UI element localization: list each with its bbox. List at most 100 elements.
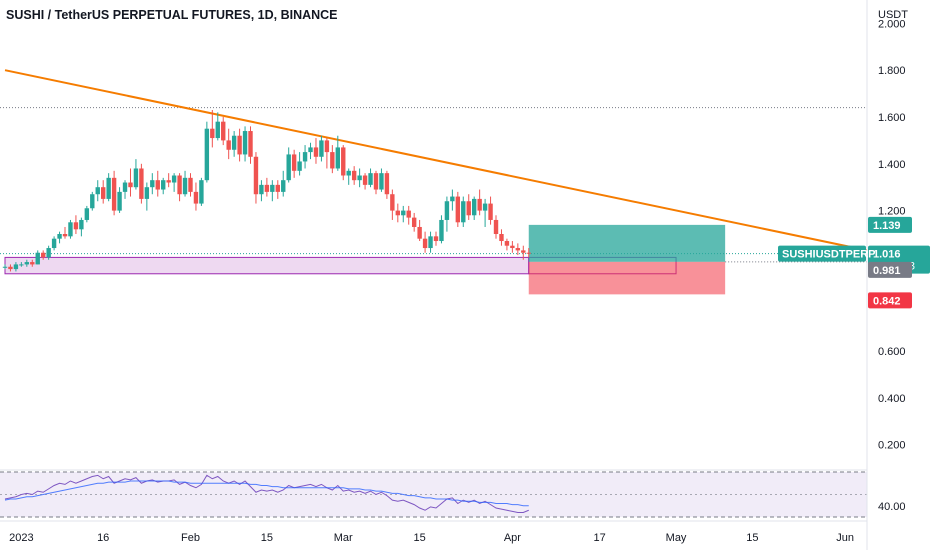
candle-body: [270, 184, 275, 192]
candle-body: [210, 128, 215, 139]
candle-body: [95, 187, 100, 195]
candle-body: [510, 245, 515, 249]
candle-body: [101, 187, 106, 199]
candle-body: [62, 234, 68, 237]
price-tick-label: 0.200: [878, 440, 906, 452]
candle-body: [237, 135, 242, 155]
candle-body: [90, 194, 95, 209]
candle-body: [128, 182, 133, 188]
candle-body: [84, 208, 90, 220]
candle-body: [477, 198, 482, 211]
entry-price-label-bg: [868, 261, 912, 278]
candle-body: [221, 121, 226, 141]
candle-body: [171, 175, 177, 183]
time-tick-label: 15: [414, 532, 426, 544]
candle-body: [368, 173, 373, 185]
candle-body: [335, 147, 340, 169]
price-tick-label: 1.600: [878, 112, 906, 124]
candle-body: [30, 262, 35, 265]
candle-body: [406, 210, 411, 218]
candle-body: [417, 226, 422, 239]
rsi-line: [4, 474, 529, 513]
candle-body: [19, 264, 24, 266]
candle-body: [297, 161, 302, 171]
last-price-label: 1.016: [873, 249, 901, 261]
candle-body: [422, 238, 428, 249]
symbol-label: SUSHIUSDTPERP: [782, 249, 876, 261]
candle-body: [204, 128, 210, 181]
candle-body: [166, 180, 171, 183]
candle-body: [521, 250, 526, 253]
support-zone[interactable]: [4, 256, 530, 275]
candle-body: [139, 168, 144, 199]
candle-body: [133, 168, 139, 188]
price-tick-label: 2.000: [878, 18, 906, 30]
candle-body: [302, 152, 308, 162]
candle-body: [68, 222, 73, 237]
rsi-band: [0, 472, 867, 517]
candle-body: [330, 152, 335, 169]
candle-body: [493, 219, 499, 234]
price-tick-label: 1.800: [878, 65, 906, 77]
chart-title: SUSHI / TetherUS PERPETUAL FUTURES, 1D, …: [6, 8, 338, 22]
candle-body: [231, 135, 237, 150]
candle-body: [73, 222, 79, 230]
candle-body: [193, 191, 199, 204]
descending-trendline[interactable]: [4, 69, 868, 252]
target-price-label: 1.139: [873, 220, 901, 232]
candle-body: [291, 154, 297, 171]
candle-body: [411, 217, 417, 227]
candle-body: [390, 194, 395, 211]
long-position-stop-zone[interactable]: [528, 261, 726, 295]
candle-body: [111, 177, 117, 211]
candle-body: [40, 252, 46, 258]
candle-body: [504, 241, 510, 246]
candle-body: [215, 121, 220, 139]
candle-body: [242, 131, 248, 155]
candle-body: [117, 191, 122, 211]
time-tick-label: 17: [594, 532, 606, 544]
candle-body: [439, 219, 444, 242]
stop-price-label-bg: [868, 292, 912, 309]
candle-body: [461, 201, 466, 223]
candle-body: [450, 196, 455, 202]
candle-body: [46, 248, 51, 258]
long-position-target-zone[interactable]: [528, 224, 726, 262]
candle-body: [13, 264, 19, 270]
candle-body: [161, 180, 166, 190]
candle-body: [515, 248, 521, 251]
candle-body: [346, 170, 351, 176]
candle-body: [155, 180, 160, 190]
candle-body: [79, 219, 84, 230]
candle-body: [466, 201, 471, 216]
candle-body: [319, 140, 324, 157]
price-axis-currency: USDT: [878, 9, 908, 21]
time-tick-label: Jun: [836, 532, 854, 544]
candle-body: [341, 147, 346, 176]
candle-body: [275, 184, 280, 192]
candle-body: [401, 210, 406, 216]
candle-body: [433, 236, 439, 242]
candle-body: [482, 203, 488, 211]
candle-body: [379, 173, 384, 190]
candle-body: [526, 252, 531, 254]
candle-body: [384, 173, 390, 195]
time-tick-label: Apr: [504, 532, 521, 544]
candle-body: [2, 266, 8, 268]
candle-body: [428, 236, 433, 249]
candle-body: [8, 266, 13, 270]
candle-body: [253, 156, 259, 195]
candle-body: [24, 262, 30, 265]
candle-body: [226, 140, 231, 150]
time-tick-label: 2023: [9, 532, 33, 544]
target-price-label-bg: [868, 216, 912, 233]
candle-body: [57, 234, 62, 239]
candle-body: [248, 131, 253, 157]
stop-price-label: 0.842: [873, 295, 901, 307]
time-tick-label: 16: [97, 532, 109, 544]
candle-body: [373, 173, 379, 190]
candle-body: [35, 252, 40, 265]
time-tick-label: 15: [746, 532, 758, 544]
candle-body: [471, 198, 477, 216]
